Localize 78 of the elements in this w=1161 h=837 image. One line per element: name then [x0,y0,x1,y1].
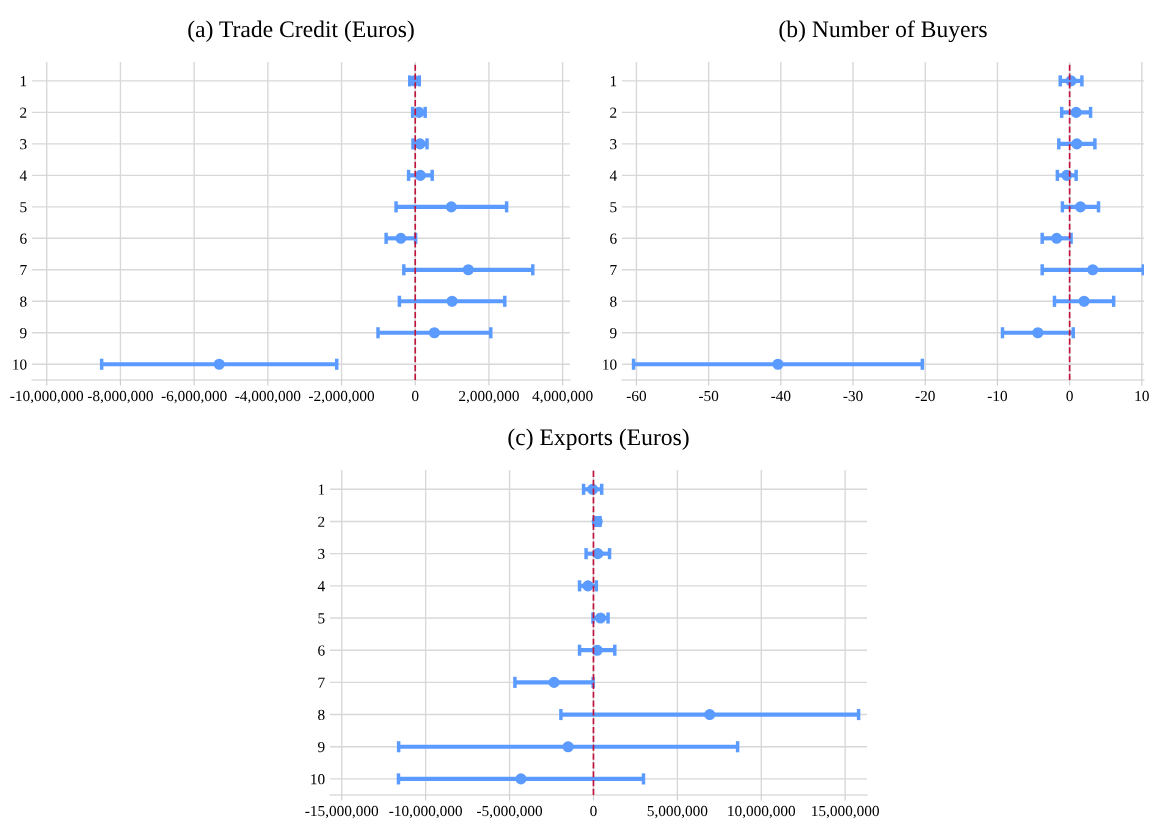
x-tick-label: -2,000,000 [309,390,375,404]
point [772,358,784,370]
point [1070,106,1082,118]
y-tick-label: 5 [20,202,27,213]
chart-title: (a) Trade Credit (Euros) [188,20,414,43]
point [591,644,603,656]
chart-title: (c) Exports (Euros) [508,428,689,451]
y-tick-label: 9 [609,327,617,339]
point [1061,169,1073,181]
x-tick-label: 0 [1066,390,1073,402]
x-tick-label: -30 [843,390,863,402]
y-tick-label: 6 [20,233,27,244]
y-tick-label: 3 [610,139,617,150]
point [395,232,407,244]
x-tick-label: -10,000,000 [389,805,462,819]
x-tick-label: 10,000,000 [728,805,796,819]
x-tick-label: -40 [771,390,791,402]
point [592,548,604,560]
y-tick-label: 6 [610,233,617,244]
y-tick-label: 2 [610,107,617,118]
y-tick-label: 7 [20,265,27,276]
y-tick-label: 8 [610,296,617,307]
point [1078,295,1090,307]
x-tick-label: 4,000,000 [532,390,593,404]
y-tick-label: 5 [610,202,617,213]
point [704,708,716,721]
point [1051,232,1063,244]
y-tick-label: 9 [317,741,325,753]
x-tick-label: 15,000,000 [812,805,879,819]
x-tick-label: -10 [987,390,1008,402]
y-tick-label: 3 [318,548,325,560]
y-tick-label: 4 [317,581,325,592]
y-tick-label: 10 [311,774,325,785]
y-tick-label: 4 [609,170,617,181]
point [414,169,426,181]
chart-title: (b) Number of Buyers [779,20,987,43]
point [1087,264,1099,276]
point [1071,138,1083,150]
point [1074,201,1087,213]
x-tick-label: 5,000,000 [647,805,708,819]
y-tick-label: 5 [318,613,325,624]
x-tick-label: -6,000,000 [161,390,227,404]
point [213,358,225,370]
x-tick-label: -60 [626,390,647,402]
y-tick-label: 4 [19,170,27,181]
y-tick-label: 6 [318,645,325,656]
x-tick-label: -15,000,000 [305,805,379,819]
point [462,264,474,276]
y-tick-label: 8 [20,296,27,307]
point [428,327,440,339]
y-tick-label: 8 [318,709,325,721]
x-tick-label: 10 [1135,390,1149,402]
x-tick-label: -50 [699,390,719,402]
y-tick-label: 1 [318,484,325,495]
y-tick-label: 2 [20,107,27,118]
y-tick-label: 10 [13,359,27,370]
y-tick-label: 3 [20,139,27,150]
x-tick-label: 0 [590,805,597,817]
point [562,741,574,753]
point [515,773,527,785]
x-tick-label: -4,000,000 [235,390,301,404]
y-tick-label: 10 [603,359,617,370]
y-tick-label: 1 [20,76,27,87]
x-tick-label: 2,000,000 [459,390,519,404]
y-tick-label: 1 [610,76,617,87]
point [446,295,458,307]
x-tick-label: -5,000,000 [477,805,543,819]
y-tick-label: 2 [318,516,325,527]
y-tick-label: 7 [318,677,325,688]
x-tick-label: -20 [915,390,935,402]
x-tick-label: 0 [412,390,419,402]
point [1032,327,1044,339]
x-tick-label: -10,000,000 [10,390,84,404]
point [548,676,560,688]
y-tick-label: 9 [19,327,27,339]
x-tick-label: -8,000,000 [87,390,153,404]
point [445,201,457,213]
y-tick-label: 7 [610,265,617,276]
